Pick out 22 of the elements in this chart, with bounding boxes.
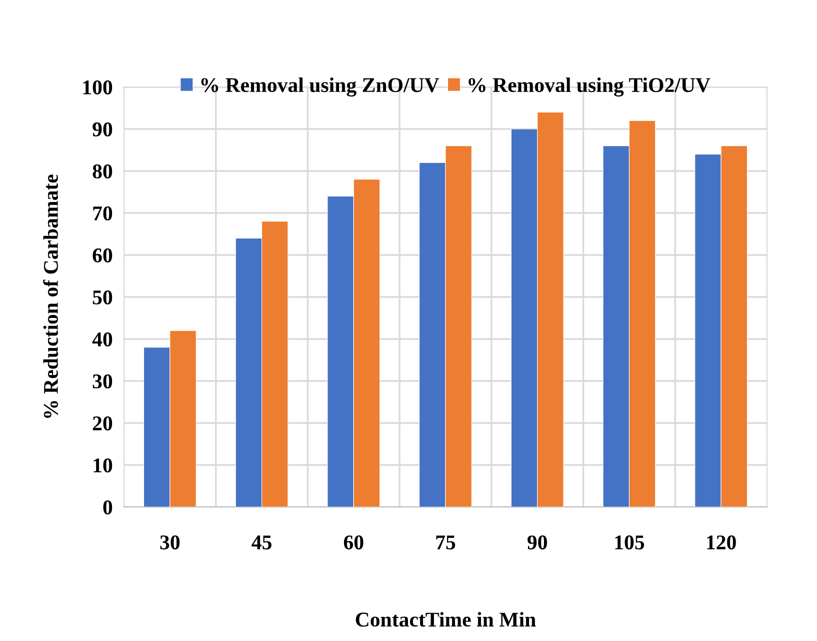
y-tick-label: 0	[103, 500, 112, 514]
y-tick-label: 80	[92, 164, 112, 178]
legend-label: % Removal using ZnO/UV	[201, 77, 440, 97]
x-tick-label: 90	[528, 535, 547, 550]
y-tick-label: 10	[94, 458, 112, 472]
y-tick-label: 90	[92, 122, 112, 136]
y-tick-label: 40	[92, 332, 112, 346]
x-tick-label: 75	[436, 536, 456, 550]
y-tick-label: 60	[92, 248, 112, 262]
y-tick-label: 100	[83, 80, 112, 94]
y-tick-label: 30	[92, 374, 112, 388]
x-axis-title: ContactTime in Min	[356, 612, 536, 627]
legend-label: % Removal using TiO2/UV	[468, 77, 710, 97]
y-axis-title: % Reduction of Carbamate	[43, 174, 58, 418]
x-tick-label: 45	[252, 536, 272, 550]
x-tick-label: 60	[344, 535, 364, 550]
y-tick-label: 20	[92, 416, 112, 430]
x-tick-label: 105	[615, 535, 644, 550]
x-tick-label: 120	[707, 535, 736, 550]
y-tick-label: 50	[92, 290, 112, 304]
x-tick-label: 30	[160, 535, 180, 550]
y-tick-label: 70	[93, 206, 112, 220]
